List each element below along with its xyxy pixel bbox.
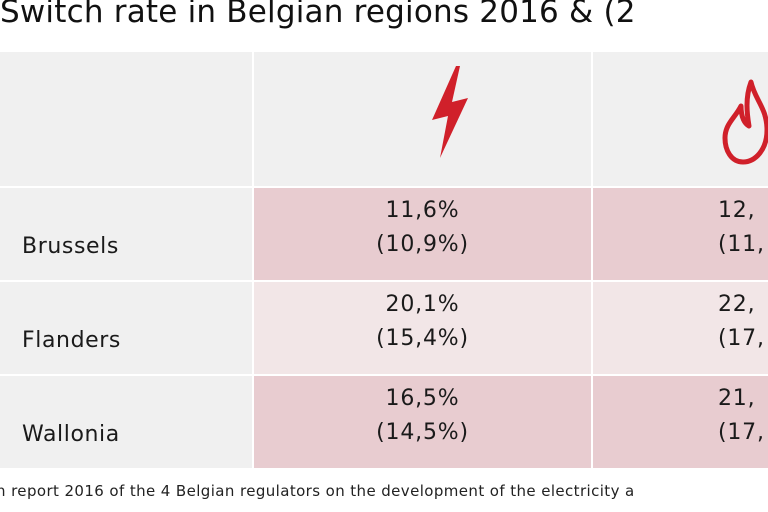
- region-label: Brussels: [22, 234, 119, 259]
- header-electricity-cell: [254, 52, 591, 186]
- electricity-cell: 11,6% (10,9%): [254, 188, 591, 280]
- header-gas-cell: [593, 52, 768, 186]
- electricity-rate-previous: (14,5%): [376, 420, 469, 445]
- gas-flame-icon: [722, 79, 768, 165]
- header-empty-cell: [0, 52, 252, 186]
- electricity-rate-previous: (10,9%): [376, 232, 469, 257]
- page-title: Switch rate in Belgian regions 2016 & (2: [0, 0, 636, 30]
- gas-cell: 12, (11,: [593, 188, 768, 280]
- gas-cell: 22, (17,: [593, 282, 768, 374]
- table-row: Brussels 11,6% (10,9%) 12, (11,: [0, 188, 768, 280]
- electricity-rate: 16,5%: [385, 386, 460, 411]
- gas-rate: 21,: [718, 386, 756, 411]
- lightning-bolt-icon: [432, 66, 468, 158]
- gas-rate-previous: (17,: [718, 326, 765, 351]
- region-label: Flanders: [22, 328, 121, 353]
- gas-rate: 12,: [718, 198, 756, 223]
- table-row: Flanders 20,1% (15,4%) 22, (17,: [0, 282, 768, 374]
- source-footnote: n report 2016 of the 4 Belgian regulator…: [0, 482, 635, 500]
- electricity-rate-previous: (15,4%): [376, 326, 469, 351]
- electricity-cell: 20,1% (15,4%): [254, 282, 591, 374]
- gas-rate-previous: (11,: [718, 232, 765, 257]
- gas-cell: 21, (17,: [593, 376, 768, 468]
- region-label: Wallonia: [22, 422, 120, 447]
- electricity-cell: 16,5% (14,5%): [254, 376, 591, 468]
- gas-rate: 22,: [718, 292, 756, 317]
- table-row: Wallonia 16,5% (14,5%) 21, (17,: [0, 376, 768, 468]
- table-header-row: [0, 52, 768, 186]
- electricity-rate: 11,6%: [385, 198, 460, 223]
- gas-rate-previous: (17,: [718, 420, 765, 445]
- electricity-rate: 20,1%: [385, 292, 460, 317]
